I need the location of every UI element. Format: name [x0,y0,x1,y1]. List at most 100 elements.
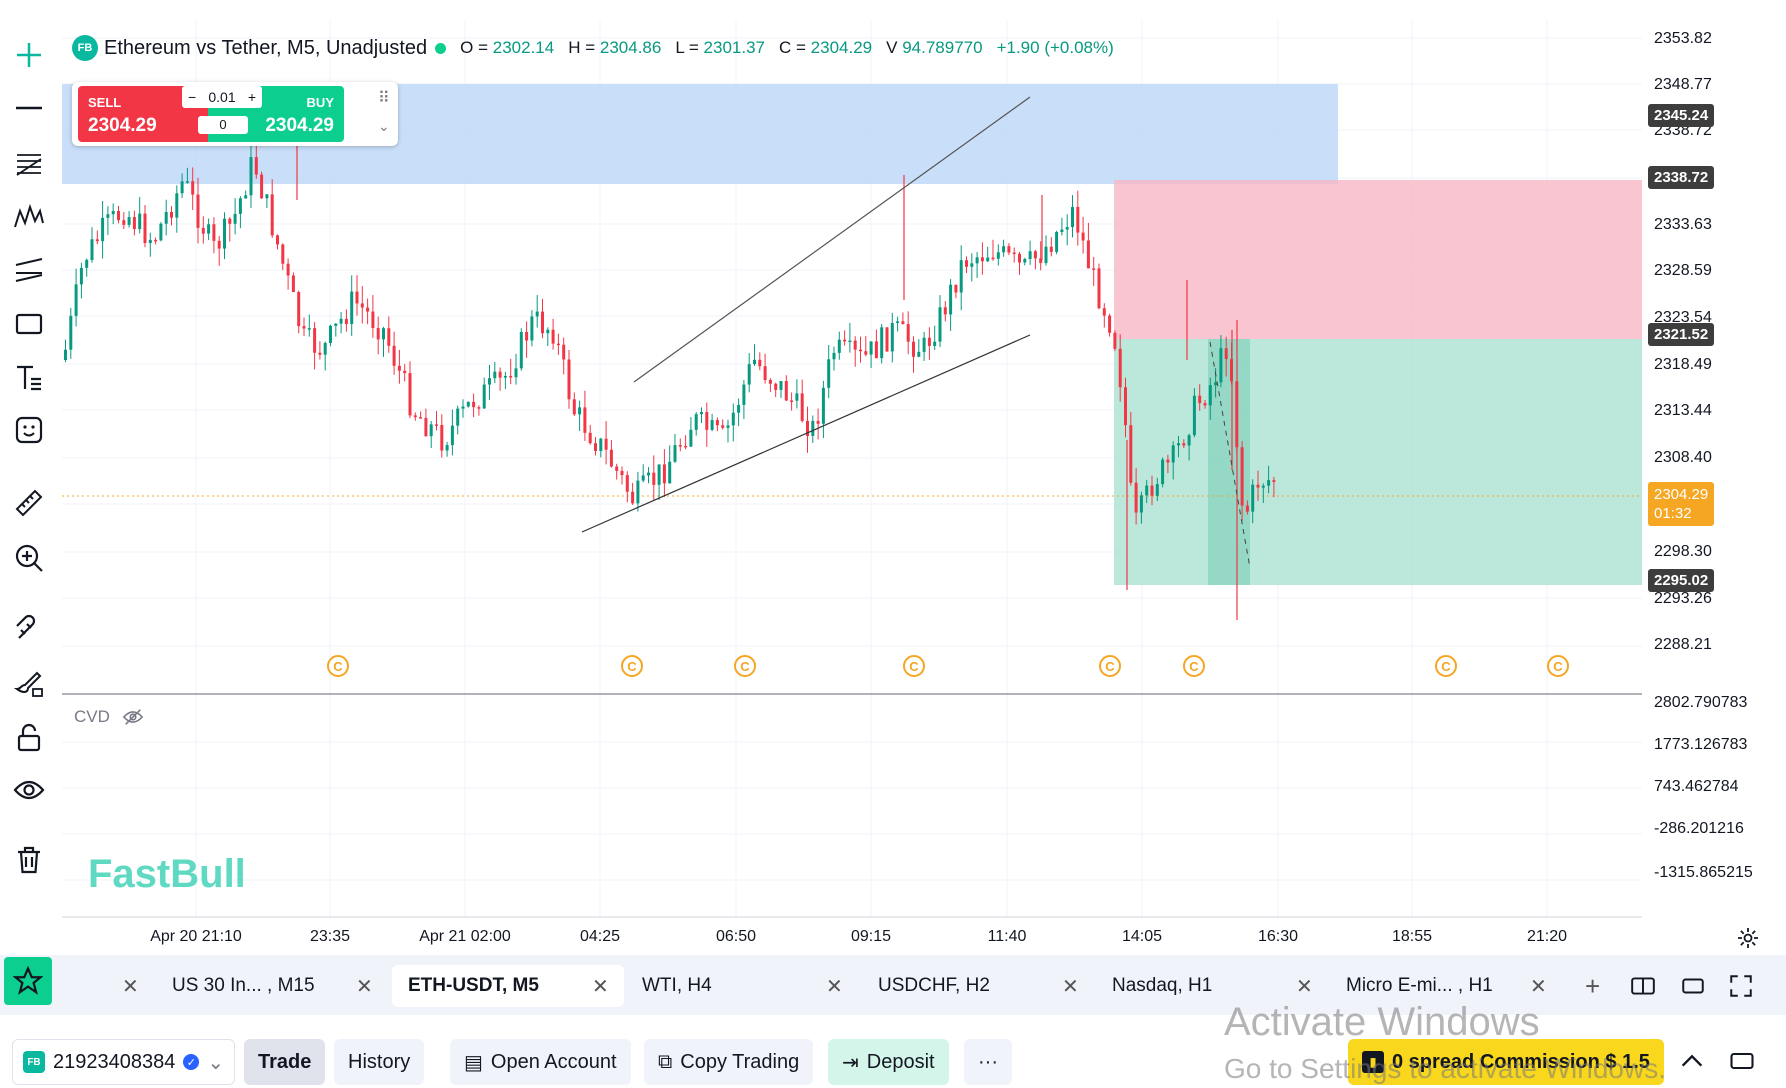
time-axis[interactable]: Apr 20 21:10 23:35 Apr 21 02:00 04:25 06… [62,918,1642,958]
candle-body [890,323,894,352]
candle-body [753,359,756,365]
tab-close-button[interactable]: ✕ [826,975,843,998]
text-tool[interactable] [9,357,49,397]
buy-label: BUY [306,95,334,110]
candle-body [747,364,751,385]
tab-eth-usdt[interactable]: ETH-USDT, M5 [392,965,624,1007]
emoji-icon [15,416,43,444]
tab-close-button[interactable]: ✕ [356,975,373,998]
zoom-tool[interactable] [9,538,49,578]
magnet-tool[interactable] [9,608,49,648]
fib-tool[interactable] [9,143,49,183]
candle-body [1245,505,1249,512]
price-tick: 2328.59 [1654,262,1712,279]
open-account-button[interactable]: ▤ Open Account [450,1039,631,1085]
trade-tab[interactable]: Trade [244,1039,326,1085]
candle-body [906,324,910,342]
trend-line-tool[interactable] [9,88,49,128]
emoji-tool[interactable] [9,410,49,450]
candle-body [657,464,661,485]
candle-body [848,340,852,343]
candle-body [768,380,772,384]
symbol-title[interactable]: Ethereum vs Tether, M5, Unadjusted [104,36,428,59]
tab-close-button[interactable]: ✕ [1062,975,1079,998]
candle-body [636,480,640,504]
lot-size: 0.01 [208,89,236,105]
candles [64,130,1276,620]
tab-close-button[interactable]: ✕ [1296,975,1313,998]
pattern-tool[interactable] [9,197,49,237]
candle-body [959,260,963,293]
panel-icon[interactable] [1728,1047,1756,1075]
brush-lock-tool[interactable] [9,663,49,703]
account-selector[interactable]: FB 21923408384 ✓ ⌄ [12,1039,236,1085]
gear-icon[interactable] [1736,926,1760,950]
tab-wti[interactable]: WTI, H4 [642,975,712,996]
price-tick: 2308.40 [1654,449,1712,466]
candle-body [604,438,608,450]
candle-body [668,461,672,484]
price-tick: 2313.44 [1654,402,1712,419]
candle-body [1155,484,1159,496]
candle-body [821,387,825,424]
sell-button[interactable]: SELL 2304.29 [78,86,208,142]
cvd-indicator-label[interactable]: CVD [74,706,144,728]
ruler-tool[interactable] [9,483,49,523]
candle-body [477,407,481,409]
layout-icon[interactable] [1630,973,1656,999]
delete-tool[interactable] [9,840,49,880]
channel-tool[interactable] [9,250,49,290]
candle-body [525,331,529,341]
candle-countdown: 01:32 [1654,505,1692,522]
candle-body [721,425,725,428]
candle-body [1039,258,1043,264]
fb-account-icon: FB [23,1051,45,1073]
crosshair-tool[interactable] [9,35,49,75]
increase-lot-button[interactable]: + [247,89,256,105]
eye-off-icon[interactable] [122,706,144,728]
promo-banner[interactable]: ▮ 0 spread Commission $ 1.5 [1348,1039,1664,1085]
candle-body [1177,443,1180,446]
lock-tool[interactable] [9,718,49,758]
chevron-down-icon[interactable]: ⌄ [378,118,390,134]
candle-body [647,472,650,476]
candle-body [360,303,364,308]
tab-close-button[interactable]: ✕ [122,975,139,998]
quantity-field[interactable]: 0 [198,116,248,134]
tab-micro-emini[interactable]: Micro E-mi... , H1 [1346,975,1493,996]
more-button[interactable]: ··· [964,1039,1012,1085]
tab-close-button[interactable]: ✕ [592,975,609,998]
candle-body [731,412,735,426]
tab-close-button[interactable]: ✕ [1530,975,1547,998]
decrease-lot-button[interactable]: − [188,89,197,105]
copy-trading-button[interactable]: ⧉ Copy Trading [644,1039,814,1085]
lot-stepper[interactable]: − 0.01 + [182,86,262,108]
rectangle-tool[interactable] [9,303,49,343]
candle-body [1097,268,1101,309]
fullscreen-icon[interactable] [1728,973,1754,999]
tab-nasdaq[interactable]: Nasdaq, H1 [1112,975,1213,996]
deposit-button[interactable]: ⇥ Deposit [828,1039,949,1085]
history-tab[interactable]: History [334,1039,425,1085]
visibility-tool[interactable] [9,770,49,810]
tab-usdchf[interactable]: USDCHF, H2 [878,975,990,996]
candle-body [726,425,730,428]
favorites-button[interactable] [4,957,52,1005]
add-tab-icon[interactable]: + [1585,970,1601,1001]
window-icon[interactable] [1680,973,1706,999]
deposit-label: Deposit [866,1050,935,1073]
candle-body [774,383,778,390]
chevron-up-icon[interactable] [1678,1047,1706,1075]
tab-us30[interactable]: US 30 In... , M15 [172,975,315,996]
price-axis[interactable]: 2353.82 2348.77 2338.72 2333.63 2328.59 … [1642,0,1786,948]
candle-body [1055,232,1059,252]
drag-handle-icon[interactable]: ⠿ [378,90,390,107]
cvd-label: CVD [74,707,110,726]
candle-body [450,425,454,446]
candle-body [482,384,486,409]
candle-body [641,475,645,481]
candle-body [143,213,147,244]
candle-body [191,181,195,195]
lower-trend-line [581,334,1031,533]
